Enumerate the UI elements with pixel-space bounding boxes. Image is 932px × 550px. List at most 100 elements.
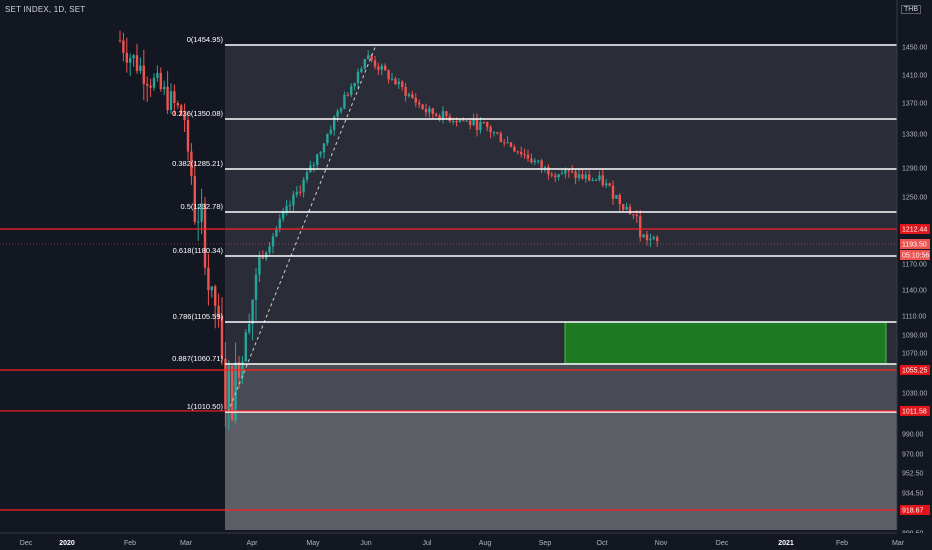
candle xyxy=(469,117,472,130)
target-zone-box[interactable] xyxy=(564,321,887,365)
candle xyxy=(288,200,292,212)
candle xyxy=(540,158,543,173)
candle xyxy=(180,103,183,116)
candle xyxy=(509,141,513,148)
x-tick-label: 2021 xyxy=(778,540,794,547)
candle xyxy=(146,76,149,102)
candle xyxy=(149,78,152,98)
candle xyxy=(356,68,360,89)
candle xyxy=(319,151,322,158)
fib-label-7: 1(1010.50) xyxy=(187,402,224,411)
candle xyxy=(435,112,438,118)
candle xyxy=(622,203,625,212)
candle xyxy=(159,67,162,92)
candle xyxy=(197,204,200,241)
y-tick-label: 1070.00 xyxy=(902,351,927,358)
y-tick-label: 1250.00 xyxy=(902,195,927,202)
candle xyxy=(645,230,649,246)
last-price-badge xyxy=(900,239,930,249)
candle xyxy=(513,144,516,153)
y-tick-label: 1140.00 xyxy=(902,288,927,295)
candle xyxy=(401,80,404,91)
candle xyxy=(615,194,618,199)
candle xyxy=(656,235,659,247)
candle xyxy=(166,70,169,115)
candle xyxy=(176,100,179,110)
candle xyxy=(244,329,247,362)
last-price-badge-text: 1193.50 xyxy=(902,242,927,249)
candle xyxy=(251,299,254,340)
candle xyxy=(649,233,652,247)
y-tick-label: 970.00 xyxy=(902,452,924,459)
candle xyxy=(496,132,499,135)
candle xyxy=(346,91,349,97)
candle xyxy=(142,49,145,101)
candle xyxy=(632,213,635,219)
candle xyxy=(472,113,475,127)
fib-label-5: 0.786(1105.59) xyxy=(173,312,224,321)
candle xyxy=(118,30,122,43)
candle xyxy=(639,210,642,242)
x-tick-label: Mar xyxy=(180,540,193,547)
candle xyxy=(421,103,424,110)
candle xyxy=(156,65,159,82)
y-tick-label: 1410.00 xyxy=(902,73,927,80)
candle xyxy=(404,82,407,102)
candle xyxy=(407,92,411,98)
candle xyxy=(254,267,258,321)
candle xyxy=(326,133,329,146)
candle xyxy=(261,250,264,260)
x-tick-label: Aug xyxy=(479,540,492,547)
candle xyxy=(530,153,533,164)
candle xyxy=(642,234,645,239)
candle xyxy=(302,177,305,198)
x-tick-label: Jul xyxy=(423,540,432,547)
y-tick-label: 1170.00 xyxy=(902,262,927,269)
candle xyxy=(200,188,203,235)
candle xyxy=(482,121,485,124)
y-tick-label: 1090.00 xyxy=(902,333,927,340)
candle xyxy=(441,106,445,124)
x-tick-label: Mar xyxy=(892,540,905,547)
candle xyxy=(411,90,414,99)
candle xyxy=(217,293,220,328)
countdown-badge-text: 05:10:56 xyxy=(902,253,929,260)
price-axis[interactable] xyxy=(897,0,932,550)
candle xyxy=(193,162,196,225)
candle xyxy=(132,53,135,67)
time-axis[interactable] xyxy=(0,533,932,550)
candle xyxy=(424,103,428,117)
x-tick-label: Dec xyxy=(20,540,33,547)
level-badge-0-text: 1212.44 xyxy=(902,227,927,234)
x-tick-label: Feb xyxy=(124,540,136,547)
candle xyxy=(533,157,536,166)
x-tick-label: Apr xyxy=(247,540,259,547)
candle xyxy=(329,125,332,136)
candle xyxy=(295,186,298,198)
candle xyxy=(526,149,530,162)
candle xyxy=(560,169,564,175)
candle xyxy=(628,203,632,215)
candle xyxy=(390,73,394,81)
level-badge-1 xyxy=(900,365,930,375)
candle xyxy=(271,232,275,254)
level-badge-2-text: 1011.58 xyxy=(902,408,927,415)
candle xyxy=(506,136,509,144)
candle xyxy=(523,148,526,159)
x-tick-label: Oct xyxy=(597,540,608,547)
candle xyxy=(458,119,462,123)
candle xyxy=(186,112,190,161)
currency-badge[interactable]: THB xyxy=(901,5,921,14)
candle xyxy=(248,313,251,335)
x-tick-label: Nov xyxy=(655,540,668,547)
candle xyxy=(554,172,557,183)
candle xyxy=(299,185,302,197)
candle xyxy=(285,199,288,216)
candle xyxy=(598,171,601,182)
candle xyxy=(292,190,295,213)
candle xyxy=(431,107,434,120)
candle xyxy=(594,178,598,181)
y-tick-label: 990.00 xyxy=(902,432,924,439)
candle xyxy=(445,110,448,120)
